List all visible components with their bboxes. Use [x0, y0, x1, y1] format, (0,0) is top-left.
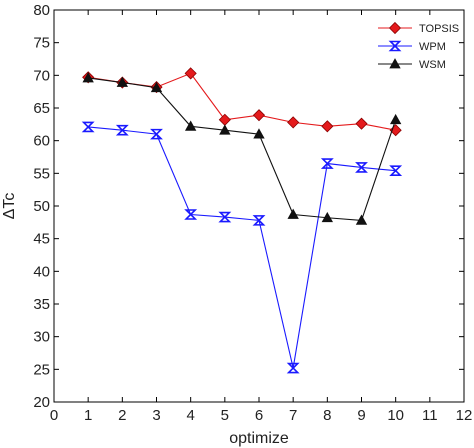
data-point-wsm	[150, 81, 163, 93]
data-point-wsm	[389, 113, 402, 125]
y-tick-label: 65	[33, 100, 50, 117]
data-point-wpm	[150, 128, 163, 140]
data-point-topsis	[252, 109, 266, 122]
data-point-wpm	[355, 162, 368, 173]
data-point-wsm	[219, 124, 231, 135]
data-point-wpm	[320, 158, 334, 169]
y-axis-title: ΔTc	[1, 193, 18, 220]
data-point-topsis	[184, 67, 197, 80]
y-tick-label: 50	[33, 198, 50, 215]
x-tick-label: 9	[357, 407, 365, 424]
x-tick-label: 5	[221, 407, 229, 424]
data-point-wsm	[184, 120, 197, 131]
x-axis-title: optimize	[229, 430, 289, 447]
series-layer	[81, 67, 403, 374]
y-tick-label: 30	[33, 329, 50, 346]
x-tick-label: 0	[50, 407, 58, 424]
data-point-wpm	[389, 165, 403, 177]
x-tick-label: 3	[152, 407, 160, 424]
y-tick-label: 35	[33, 296, 50, 313]
legend-marker-wsm	[389, 58, 401, 69]
data-point-wsm	[321, 211, 334, 223]
series-line-wpm	[88, 126, 396, 369]
x-tick-label: 6	[255, 407, 263, 424]
legend: TOPSIS WPM WSM	[376, 16, 459, 76]
x-tick-label: 11	[422, 407, 438, 424]
x-tick-label: 1	[84, 407, 92, 424]
data-point-wsm	[253, 128, 265, 139]
series-line-topsis	[88, 72, 396, 131]
y-tick-label: 55	[33, 165, 50, 182]
x-tick-label: 12	[456, 407, 473, 424]
data-point-wsm	[355, 214, 368, 225]
y-tick-label: 20	[33, 394, 50, 411]
series-wpm	[81, 121, 403, 374]
x-tick-label: 10	[387, 407, 404, 424]
data-point-wpm	[184, 209, 198, 220]
data-point-wpm	[218, 211, 232, 223]
data-point-topsis	[218, 113, 231, 126]
y-tick-label: 25	[33, 361, 50, 378]
y-tick-label: 60	[33, 133, 50, 150]
data-point-wsm	[116, 76, 129, 87]
x-tick-label: 4	[186, 407, 194, 424]
data-point-topsis	[355, 117, 368, 130]
data-point-wsm	[82, 72, 94, 83]
data-point-wpm	[81, 121, 95, 133]
data-point-topsis	[321, 120, 334, 133]
y-tick-label: 70	[33, 67, 50, 84]
legend-marker-topsis	[388, 21, 402, 35]
y-tick-label: 40	[33, 263, 50, 280]
data-point-wpm	[252, 215, 266, 226]
x-tick-label: 8	[323, 407, 331, 424]
data-point-wpm	[115, 124, 129, 136]
series-line-wsm	[88, 77, 397, 221]
data-point-topsis	[287, 116, 300, 129]
series-wsm	[82, 72, 402, 225]
series-topsis	[82, 67, 402, 137]
y-tick-label: 45	[33, 231, 50, 248]
legend-label-wsm: WSM	[419, 59, 446, 71]
legend-marker-wpm	[388, 40, 402, 52]
data-point-wsm	[287, 208, 299, 219]
y-tick-label: 75	[33, 35, 50, 52]
y-tick-label: 80	[33, 2, 50, 19]
x-tick-label: 7	[289, 407, 297, 424]
axis-ticks: 0 1 2 3 4 5 6 7 8 9 10 11 12202530354045505560657075…	[33, 2, 472, 424]
x-tick-label: 2	[118, 407, 126, 424]
legend-label-wpm: WPM	[419, 41, 446, 53]
legend-label-topsis: TOPSIS	[419, 23, 459, 35]
data-point-wpm	[286, 362, 300, 374]
